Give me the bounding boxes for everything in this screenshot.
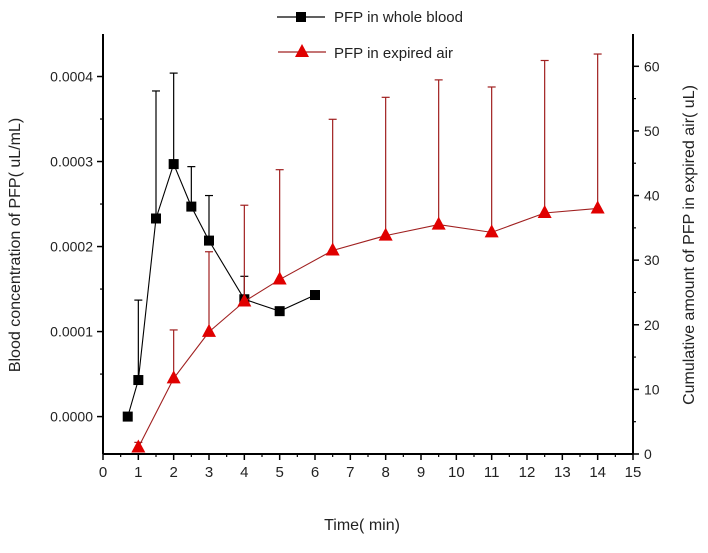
x-tick-label: 5 — [275, 464, 283, 481]
data-point-air — [325, 242, 340, 256]
x-tick-label: 13 — [554, 464, 571, 481]
data-point-air — [378, 227, 393, 241]
marks — [122, 53, 605, 453]
legend-label-blood: PFP in whole blood — [334, 9, 463, 26]
x-tick-label: 12 — [519, 464, 536, 481]
y-right-tick-label: 30 — [644, 252, 660, 268]
x-tick-label: 4 — [240, 464, 248, 481]
data-point-blood — [204, 235, 214, 246]
x-tick-label: 15 — [625, 464, 642, 481]
y-axis-left-label: Blood concentration of PFP( uL/mL) — [7, 118, 24, 372]
y-left-tick-label: 0.0003 — [50, 154, 93, 170]
data-point-air — [537, 204, 552, 218]
y-left-tick-label: 0.0000 — [50, 409, 93, 425]
x-tick-label: 3 — [205, 464, 213, 481]
data-point-air — [272, 271, 287, 285]
x-tick-label: 14 — [589, 464, 606, 481]
y-left-tick-label: 0.0002 — [50, 239, 93, 255]
data-point-blood — [186, 201, 197, 212]
data-point-blood — [168, 159, 179, 170]
y-axis-right-label: Cumulative amount of PFP in expired air(… — [681, 85, 698, 405]
data-point-air — [484, 224, 499, 238]
data-point-blood — [133, 375, 144, 386]
y-left-tick-label: 0.0001 — [50, 324, 93, 340]
x-tick-label: 1 — [134, 464, 142, 481]
legend: PFP in whole blood PFP in expired air — [277, 9, 463, 62]
legend-marker-blood — [296, 12, 306, 22]
data-point-air — [590, 200, 605, 214]
data-point-air — [237, 293, 252, 307]
axes: 0 1 2 3 4 5 6 7 8 9 10 11 12 13 14 150.00000.00010.0002… — [50, 34, 660, 481]
data-point-air — [202, 323, 216, 337]
data-point-air — [131, 439, 146, 453]
data-point-air — [166, 370, 181, 384]
x-tick-label: 9 — [417, 464, 425, 481]
x-tick-label: 7 — [346, 464, 354, 481]
y-right-tick-label: 20 — [644, 317, 660, 333]
data-point-blood — [151, 213, 161, 224]
data-point-blood — [274, 306, 285, 317]
x-tick-label: 10 — [448, 464, 465, 481]
x-tick-label: 2 — [169, 464, 177, 481]
y-right-tick-label: 10 — [644, 381, 660, 397]
y-right-tick-label: 40 — [644, 188, 660, 204]
x-tick-label: 0 — [99, 464, 107, 481]
x-tick-label: 11 — [484, 464, 500, 481]
x-tick-label: 8 — [381, 464, 389, 481]
x-axis-label: Time( min) — [324, 517, 400, 534]
x-tick-label: 6 — [311, 464, 319, 481]
legend-label-air: PFP in expired air — [334, 45, 453, 62]
data-point-blood — [122, 411, 133, 422]
legend-marker-air — [295, 44, 309, 57]
data-point-blood — [310, 290, 320, 301]
y-right-tick-label: 50 — [644, 123, 660, 139]
y-right-tick-label: 60 — [644, 58, 660, 74]
data-point-air — [431, 216, 446, 230]
y-right-tick-label: 0 — [644, 446, 652, 462]
y-left-tick-label: 0.0004 — [50, 69, 93, 85]
